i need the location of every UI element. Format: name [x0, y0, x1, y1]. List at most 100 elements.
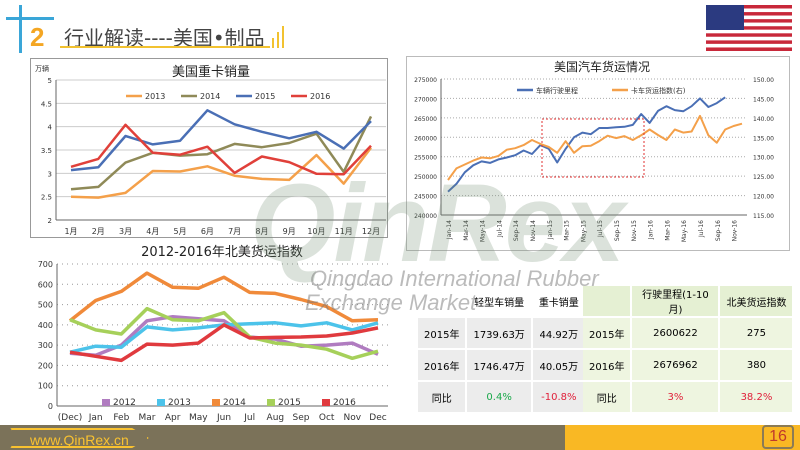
x-tick-label: Dec	[369, 413, 386, 423]
table-cell: 2015年	[418, 318, 466, 348]
legend-label: 车辆行驶里程	[536, 86, 578, 95]
x-tick-label: Oct	[319, 413, 335, 423]
y-tick-label: 2.5	[41, 194, 52, 202]
table-cell: 1739.63万	[467, 318, 531, 348]
column-header	[418, 286, 465, 316]
y2-tick-label: 150.00	[753, 77, 774, 84]
x-tick-label: 6月	[201, 227, 214, 236]
y2-tick-label: 135.00	[753, 135, 774, 142]
x-tick-label: 11月	[335, 227, 353, 236]
x-tick-label: 7月	[228, 227, 241, 236]
x-tick-label: Aug	[267, 413, 285, 423]
table-row: 2016年 2676962 380	[583, 350, 793, 380]
table-cell: 38.2%	[720, 382, 793, 412]
table-cell: 0.4%	[467, 382, 531, 412]
column-header: 重卡销量	[538, 297, 579, 309]
x-tick-label: May-15	[580, 220, 587, 242]
series-line-2016	[69, 323, 379, 363]
y-tick-label: 260000	[414, 135, 437, 142]
table-cell: 2676962	[632, 350, 719, 380]
y-tick-label: 255000	[414, 155, 437, 162]
y-tick-label: 500	[38, 301, 53, 310]
y-tick-label: 245000	[414, 194, 437, 201]
column-header: 北美货运指数	[720, 286, 793, 316]
us-flag-icon	[706, 5, 792, 51]
column-header: 行驶里程(1-10月)	[632, 286, 719, 316]
x-tick-label: Mar	[139, 413, 156, 423]
x-tick-label: Jul-15	[597, 220, 604, 238]
table-cell: 275	[720, 318, 793, 348]
column-header	[583, 286, 631, 316]
sales-table: 轻型车销量 重卡销量 2015年 1739.63万 44.92万 2016年 1746.47…	[416, 284, 587, 414]
legend-label: 2016	[333, 398, 356, 408]
y-tick-label: 400	[38, 321, 53, 330]
series-line-2016	[70, 123, 372, 176]
series-line-2014	[68, 271, 379, 323]
table-cell: 同比	[583, 382, 631, 412]
x-tick-label: Jul	[243, 413, 255, 423]
x-tick-label: Mar-14	[463, 220, 470, 241]
x-tick-label: Jan-14	[446, 220, 453, 240]
x-tick-label: Nov-14	[530, 220, 537, 242]
x-tick-label: 1月	[64, 227, 77, 236]
series-line-2013	[70, 146, 372, 199]
x-tick-label: 12月	[362, 227, 380, 236]
x-tick-label: Mar-16	[664, 220, 671, 241]
x-tick-label: Jan	[88, 413, 103, 423]
series-line-卡车货运指数(右)	[447, 114, 743, 181]
y2-tick-label: 120.00	[753, 194, 774, 201]
x-tick-label: May-16	[681, 220, 688, 242]
page-number: 16	[762, 425, 794, 449]
decor-bar	[272, 38, 274, 48]
x-tick-label: Sep-15	[614, 220, 621, 241]
x-tick-label: Jul-14	[496, 220, 503, 238]
freight-chart: 美国汽车货运情况 240000 245000 250000 255000 260000 26…	[406, 56, 790, 251]
y-tick-label: 4.5	[41, 100, 52, 108]
table-cell: 2015年	[583, 318, 631, 348]
legend-swatch	[157, 399, 165, 406]
x-tick-label: 10月	[307, 227, 325, 236]
legend-swatch	[212, 399, 220, 406]
website-link[interactable]: www.QinRex.cn	[10, 428, 149, 448]
legend-label: 2012	[113, 398, 136, 408]
y2-tick-label: 145.00	[753, 96, 774, 103]
table-header: 轻型车销量 重卡销量	[418, 286, 585, 316]
na-freight-index-chart: 2012-2016年北美货运指数 0 100 200 300 400 500 600 700 (D…	[22, 244, 398, 424]
x-tick-label: Sep	[293, 413, 310, 423]
series-line-2014	[70, 115, 373, 191]
heavy-truck-sales-chart: 美国重卡销量 2 2.5 3 3.5 4 4.5 5 1月 2月 3月 4月 5月 6月 7月 8月 9月 10月…	[30, 58, 388, 238]
table-cell: 3%	[632, 382, 719, 412]
legend-label: 2014	[200, 92, 220, 101]
x-tick-label: 2月	[92, 227, 105, 236]
x-tick-label: May	[189, 413, 208, 423]
chart-title: 2012-2016年北美货运指数	[141, 244, 303, 260]
x-tick-label: Mar-15	[564, 220, 571, 241]
legend-label: 2016	[310, 92, 330, 101]
table-cell: 380	[720, 350, 793, 380]
decor-bar	[277, 32, 279, 48]
x-tick-label: 3月	[119, 227, 132, 236]
x-tick-label: Jan-16	[648, 220, 655, 240]
y-tick-label: 0	[48, 402, 53, 411]
table-cell: 2600622	[632, 318, 719, 348]
x-tick-label: 4月	[146, 227, 159, 236]
header-decoration	[6, 17, 54, 20]
y2-tick-label: 140.00	[753, 116, 774, 123]
legend-label: 2015	[255, 92, 275, 101]
legend-label: 2013	[168, 398, 191, 408]
series-line-2015	[69, 306, 379, 361]
y-tick-label: 270000	[414, 96, 437, 103]
legend-label: 2015	[278, 398, 301, 408]
x-tick-label: Jun	[216, 413, 231, 423]
y-tick-label: 265000	[414, 116, 437, 123]
y-tick-label: 3	[48, 170, 52, 178]
table-cell: 44.92万	[532, 318, 585, 348]
y-unit-label: 万辆	[35, 64, 49, 73]
series-line-2013	[69, 321, 379, 354]
legend-swatch	[102, 399, 110, 406]
y-tick-label: 300	[38, 341, 53, 350]
y-tick-label: 2	[48, 217, 52, 225]
x-tick-label: Apr	[165, 413, 181, 423]
y-tick-label: 200	[38, 361, 53, 370]
table-cell: 同比	[418, 382, 466, 412]
